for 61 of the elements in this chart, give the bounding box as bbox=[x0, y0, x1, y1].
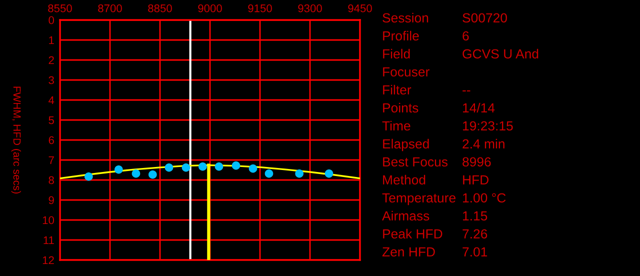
category-label: Method bbox=[383, 174, 426, 185]
text: 7.26 bbox=[462, 229, 488, 239]
point bbox=[132, 169, 140, 178]
x-tick-label: 9450 bbox=[348, 4, 372, 12]
point bbox=[324, 169, 334, 178]
point bbox=[232, 161, 240, 170]
point bbox=[84, 172, 93, 181]
category-label: Best Focus bbox=[383, 157, 448, 167]
point bbox=[295, 169, 304, 178]
y-axis-title: FWHM, HFD (arc secs) bbox=[11, 86, 21, 194]
text: -- bbox=[462, 90, 470, 92]
text: 6 bbox=[462, 31, 469, 41]
category-label: Field bbox=[383, 48, 410, 59]
text: HFD bbox=[463, 175, 488, 184]
x-tick-label: 8850 bbox=[148, 4, 172, 12]
x-tick-label: 8550 bbox=[48, 4, 72, 12]
point bbox=[248, 164, 258, 173]
text: S00720 bbox=[462, 13, 507, 23]
point bbox=[198, 162, 207, 171]
text: 1.15 bbox=[463, 211, 488, 221]
y-tick-label: 2 bbox=[48, 56, 54, 64]
category-label: Focuser bbox=[383, 67, 430, 77]
y-tick-label: 0 bbox=[48, 16, 54, 24]
category-label: Points bbox=[383, 102, 418, 113]
category-label: Filter bbox=[383, 84, 412, 95]
x-tick-label: 9000 bbox=[198, 4, 222, 12]
point bbox=[264, 169, 274, 178]
point bbox=[214, 162, 224, 171]
category-label: Session bbox=[382, 12, 428, 23]
category-label: Peak HFD bbox=[383, 228, 442, 239]
y-tick-label: 4 bbox=[48, 96, 54, 104]
category-label: Temperature bbox=[382, 193, 456, 206]
text: 1.00 °C bbox=[463, 193, 506, 203]
text: GCVS U And bbox=[462, 48, 538, 59]
category-label: Airmass bbox=[382, 210, 430, 221]
point bbox=[182, 163, 190, 172]
y-tick-label: 9 bbox=[48, 196, 54, 204]
x-tick-label: 9300 bbox=[298, 4, 322, 12]
y-tick-label: 6 bbox=[48, 136, 54, 144]
category-label: Time bbox=[382, 120, 410, 131]
text: 19:23:15 bbox=[463, 121, 513, 131]
y-tick-label: 5 bbox=[48, 116, 54, 124]
point bbox=[114, 165, 123, 174]
y-tick-label: 8 bbox=[48, 176, 54, 184]
y-tick-label: 7 bbox=[48, 156, 54, 164]
text: 14/14 bbox=[463, 102, 495, 113]
point bbox=[164, 163, 174, 172]
y-tick-label: 11 bbox=[44, 236, 54, 244]
y-tick-label: 3 bbox=[48, 76, 54, 84]
x-tick-label: 9150 bbox=[248, 4, 272, 12]
text: 7.01 bbox=[462, 247, 488, 257]
y-tick-label: 10 bbox=[42, 216, 54, 224]
y-tick-label: 12 bbox=[42, 256, 54, 264]
text: 8996 bbox=[462, 157, 491, 167]
category-label: Profile bbox=[383, 30, 419, 41]
category-label: Elapsed bbox=[383, 138, 429, 152]
point bbox=[148, 170, 157, 179]
y-tick-label: 1 bbox=[49, 36, 54, 44]
category-label: Zen HFD bbox=[382, 247, 435, 257]
text: 2.4 min bbox=[462, 138, 504, 148]
x-tick-label: 8700 bbox=[98, 4, 122, 12]
